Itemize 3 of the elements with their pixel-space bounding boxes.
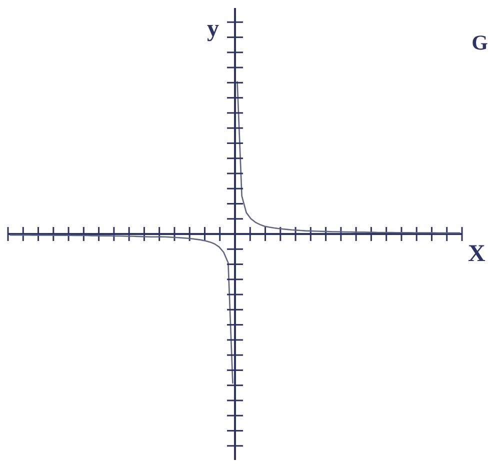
x-axis-title: X (468, 241, 486, 268)
text: G (472, 30, 488, 54)
y-axis-title: y (207, 16, 219, 42)
